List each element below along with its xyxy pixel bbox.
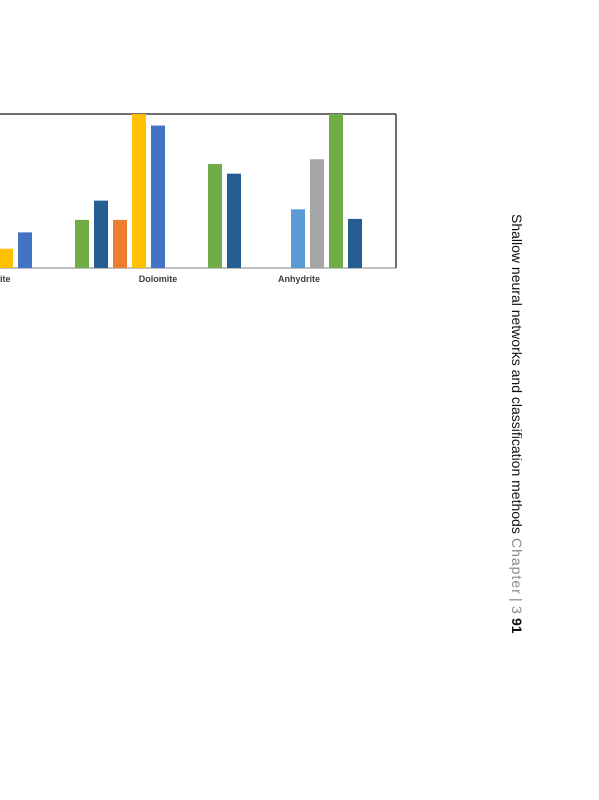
category-label-dolomite: Dolomite (139, 274, 178, 284)
bar-ite-series-6 (75, 219, 89, 268)
bar-anhydrite-series-6 (329, 114, 343, 268)
chapter-word: Chapter (509, 537, 525, 595)
bar-dolomite-series-1 (113, 219, 127, 268)
bar-dolomite-series-2 (132, 114, 146, 268)
bar-dolomite-series-3 (151, 125, 165, 268)
running-head: Shallow neural networks and classificati… (509, 214, 525, 633)
bar-ite-series-3 (18, 232, 32, 268)
page-number: 91 (509, 617, 525, 634)
category-label-ite: ite (0, 274, 11, 284)
book-section-title: Shallow neural networks and classificati… (509, 214, 525, 534)
bar-ite-series-7 (94, 200, 108, 268)
bar-dolomite-series-7 (227, 173, 241, 268)
bar-anhydrite-series-7 (348, 218, 362, 268)
bar-ite-series-2 (0, 248, 13, 268)
bar-dolomite-series-6 (208, 164, 222, 268)
bar-anhydrite-series-4 (291, 209, 305, 268)
chapter-separator: | (509, 598, 525, 603)
category-label-anhydrite: Anhydrite (278, 274, 320, 284)
bars-group (0, 114, 362, 268)
bar-anhydrite-series-5 (310, 159, 324, 268)
chapter-number: 3 (509, 605, 525, 614)
